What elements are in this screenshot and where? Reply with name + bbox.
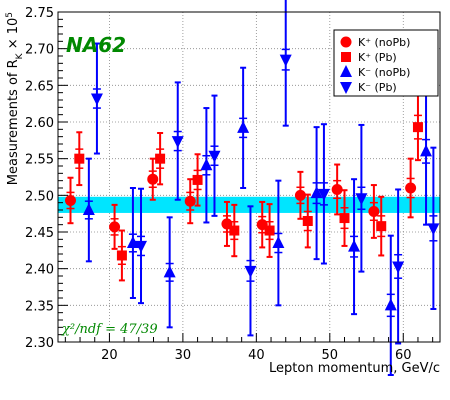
data-point bbox=[272, 236, 285, 248]
y-tick-label: 2.55 bbox=[25, 153, 54, 168]
data-point bbox=[192, 174, 203, 185]
x-axis-label: Lepton momentum, GeV/c bbox=[269, 361, 440, 376]
data-point bbox=[392, 261, 405, 274]
data-point bbox=[116, 250, 127, 261]
y-tick-label: 2.30 bbox=[25, 336, 54, 351]
data-point bbox=[279, 54, 292, 67]
plot-frame bbox=[57, 11, 441, 343]
data-point bbox=[368, 205, 380, 217]
series-triangle-down bbox=[90, 0, 440, 345]
x-tick-label: 30 bbox=[175, 348, 192, 363]
data-point bbox=[229, 225, 240, 236]
data-point bbox=[427, 223, 440, 236]
axis-tick-labels: 20 30 40 50 60 2.30 2.35 2.40 2.45 2.50 2.55 2.60 2.… bbox=[25, 6, 411, 363]
data-point bbox=[126, 236, 139, 248]
legend-label: K⁺ (Pb) bbox=[358, 51, 397, 64]
data-point bbox=[376, 221, 387, 232]
legend-label: K⁻ (Pb) bbox=[358, 81, 397, 94]
x-tick-label: 40 bbox=[248, 348, 265, 363]
data-point bbox=[208, 150, 221, 163]
data-point bbox=[64, 194, 76, 206]
data-point bbox=[90, 93, 103, 106]
y-tick-label: 2.35 bbox=[25, 299, 54, 314]
y-tick-label: 2.45 bbox=[25, 226, 54, 241]
x-tick-label: 50 bbox=[322, 348, 339, 363]
y-tick-label: 2.60 bbox=[25, 116, 54, 131]
data-point bbox=[237, 120, 250, 133]
series-square bbox=[74, 93, 423, 282]
legend-marker bbox=[340, 82, 352, 94]
data-point bbox=[147, 173, 159, 185]
data-point bbox=[355, 193, 368, 206]
data-point bbox=[405, 182, 417, 194]
y-tick-label: 2.70 bbox=[25, 43, 54, 58]
data-point bbox=[384, 298, 397, 311]
legend-label: K⁺ (noPb) bbox=[358, 36, 410, 49]
data-points bbox=[64, 0, 440, 376]
legend-marker bbox=[340, 36, 352, 48]
y-tick-label: 2.40 bbox=[25, 263, 54, 278]
legend-marker bbox=[340, 65, 352, 77]
legend-label: K⁻ (noPb) bbox=[358, 66, 410, 79]
data-point bbox=[302, 216, 313, 226]
fit-quality-label: χ²/ndf = 47/39 bbox=[61, 322, 158, 337]
data-point bbox=[163, 265, 176, 278]
data-point bbox=[331, 183, 343, 195]
data-point bbox=[294, 189, 306, 201]
x-tick-label: 20 bbox=[101, 348, 118, 363]
y-tick-label: 2.50 bbox=[25, 189, 54, 204]
data-point bbox=[135, 240, 148, 253]
data-point bbox=[74, 153, 85, 164]
data-point bbox=[264, 225, 275, 236]
data-point bbox=[420, 144, 433, 157]
data-point bbox=[244, 265, 257, 278]
series-triangle-up bbox=[82, 66, 433, 376]
data-point bbox=[310, 186, 323, 199]
x-tick-label: 60 bbox=[395, 348, 412, 363]
legend: K⁺ (noPb) K⁺ (Pb) K⁻ (noPb) K⁻ (Pb) bbox=[333, 29, 439, 97]
data-point bbox=[184, 195, 196, 207]
data-point bbox=[155, 153, 166, 164]
data-point bbox=[82, 203, 95, 215]
data-point bbox=[171, 136, 184, 149]
experiment-label: NA62 bbox=[66, 33, 126, 57]
y-tick-label: 2.75 bbox=[25, 6, 54, 21]
data-point bbox=[348, 239, 361, 252]
y-axis-label: Measurements of RK × 105 bbox=[5, 12, 25, 185]
axis-ticks bbox=[58, 11, 434, 343]
legend-marker bbox=[341, 52, 351, 62]
data-point bbox=[317, 188, 330, 201]
data-point bbox=[339, 213, 350, 224]
data-point bbox=[200, 158, 213, 171]
y-tick-label: 2.65 bbox=[25, 79, 54, 94]
data-point bbox=[109, 221, 121, 233]
series-circle bbox=[64, 157, 417, 250]
data-point bbox=[412, 122, 423, 133]
